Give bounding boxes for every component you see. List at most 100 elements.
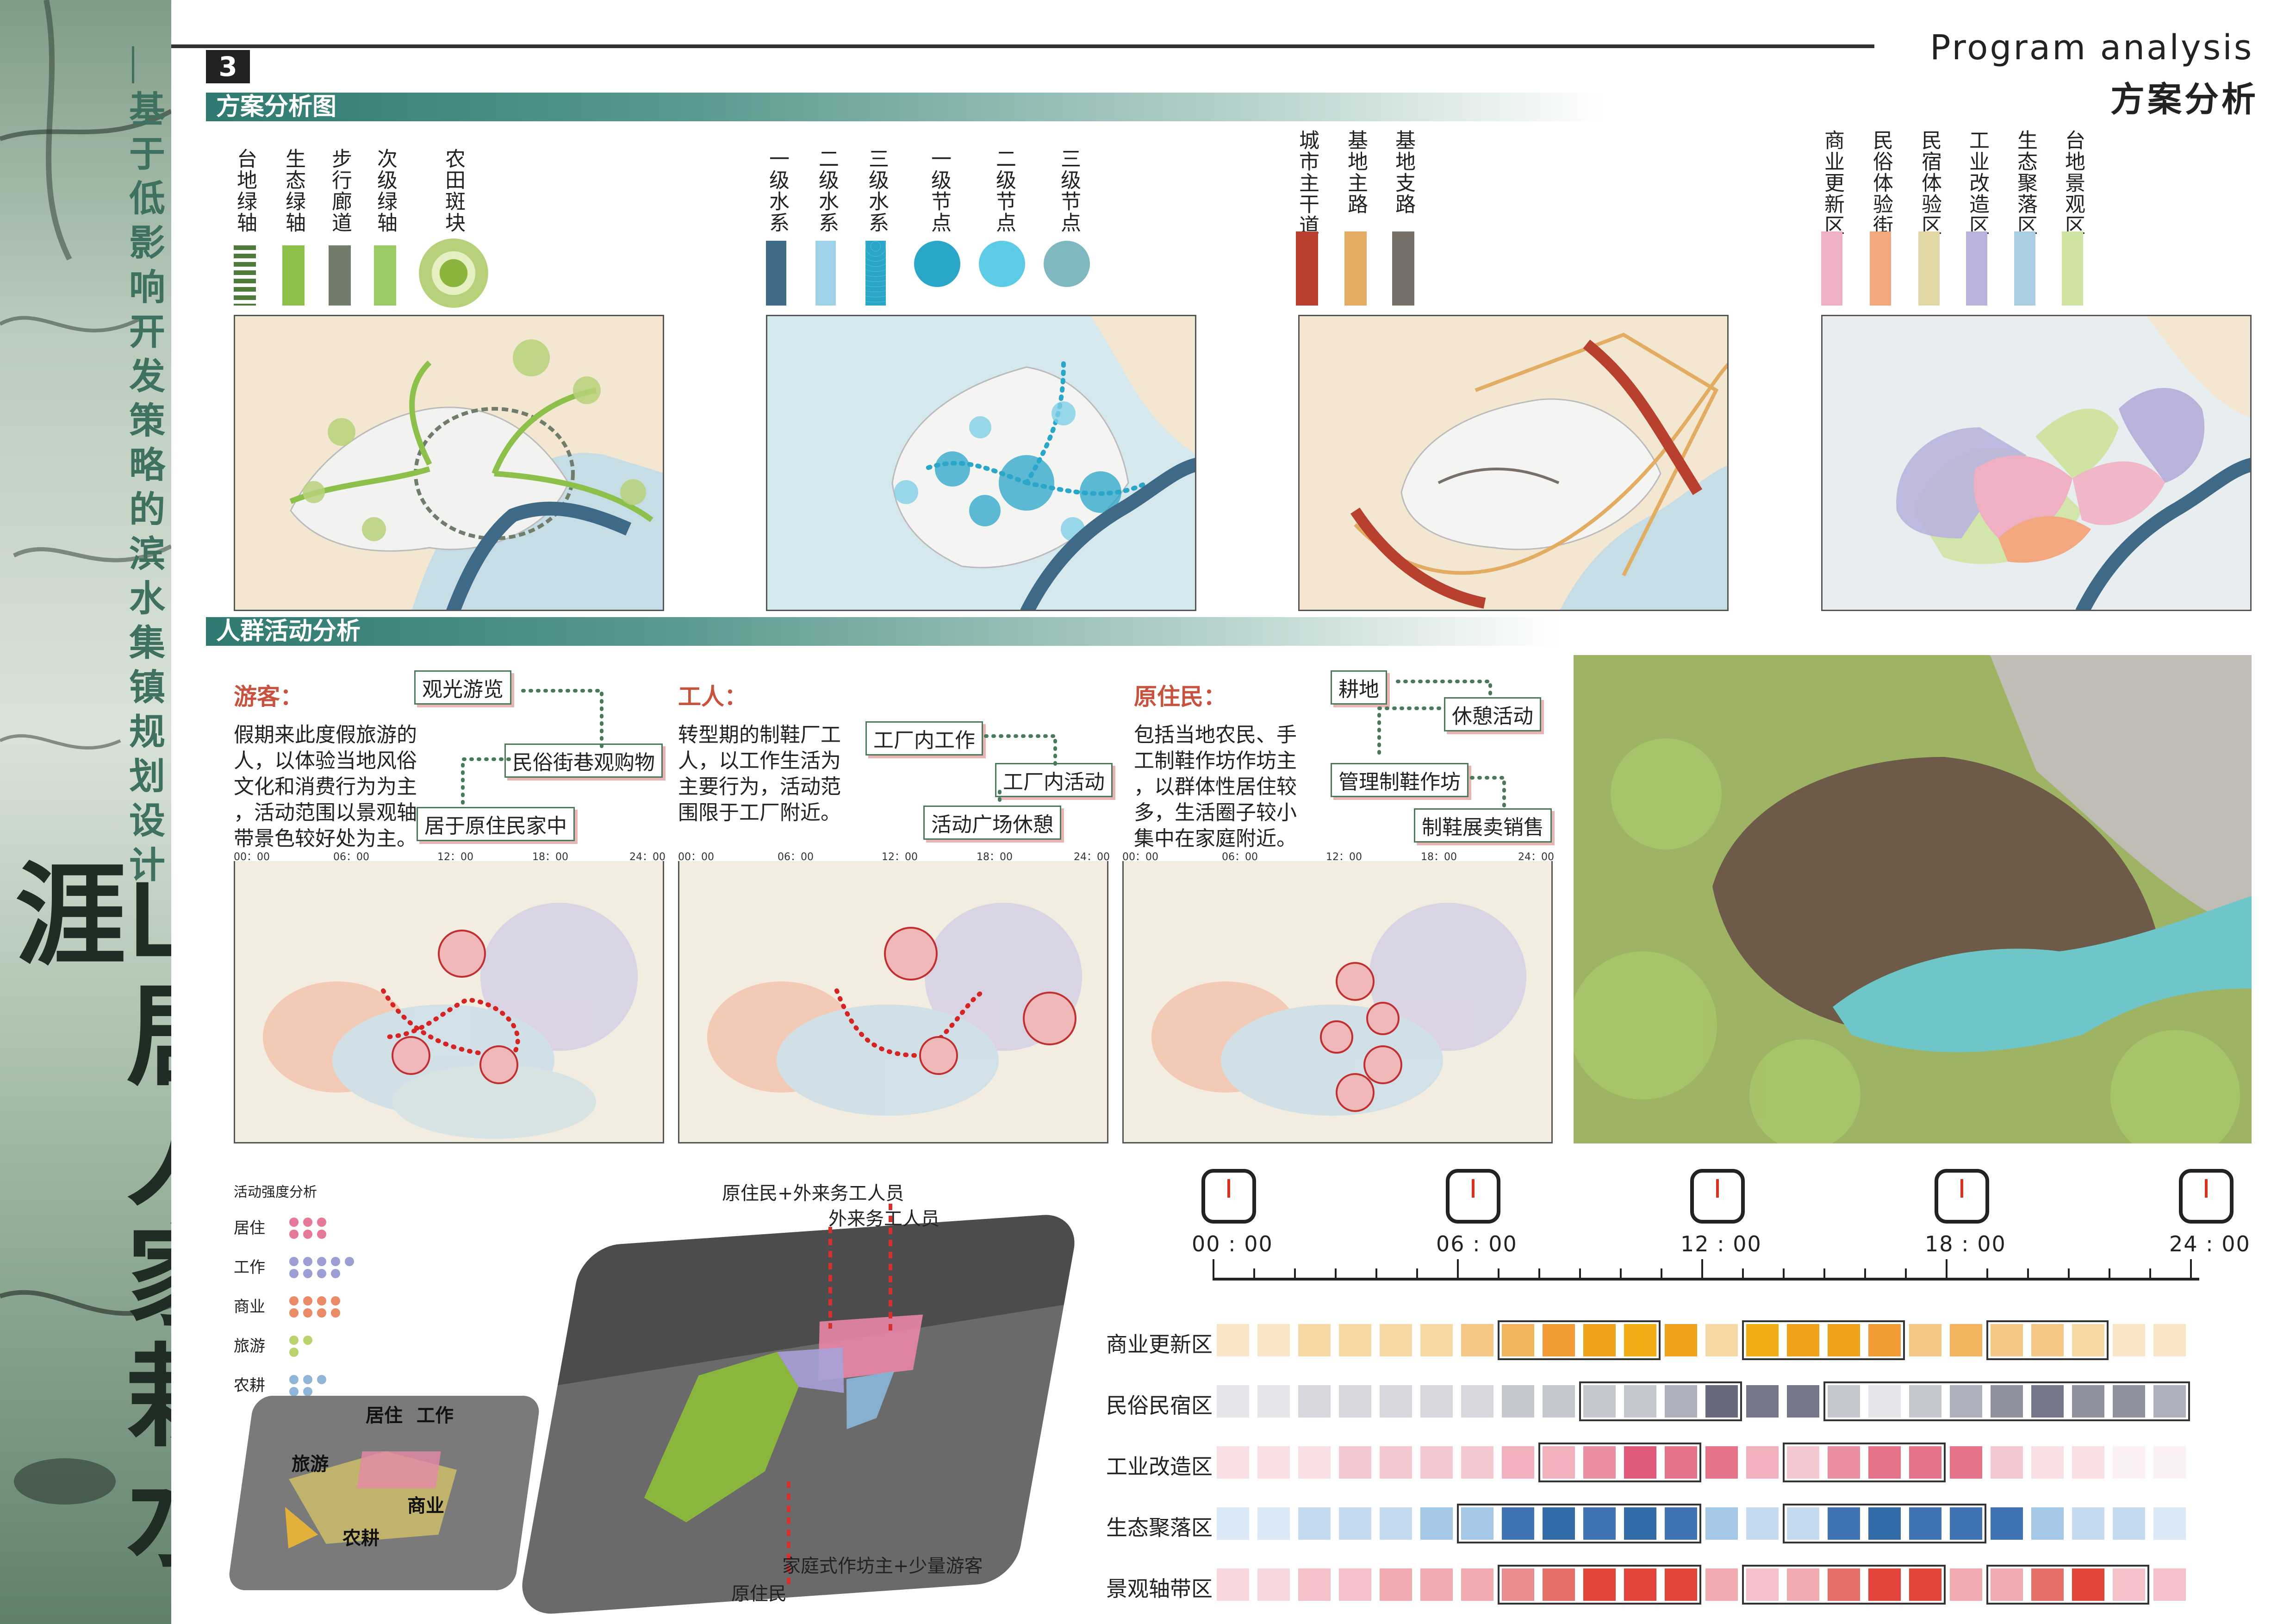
peak-highlight-box <box>1986 1320 2109 1360</box>
intensity-cell <box>1665 1446 1697 1479</box>
time-label: 12 : 00 <box>1680 1231 1762 1256</box>
activity-dot <box>331 1308 340 1318</box>
mini-tick: 06：00 <box>778 851 814 863</box>
mini-tick: 18：00 <box>977 851 1013 863</box>
aerial-label-bottom1: 家庭式作坊主+少量游客 <box>782 1555 983 1577</box>
intensity-cell <box>1583 1446 1616 1479</box>
legend-label: 基地支路 <box>1392 130 1415 215</box>
group-tourist-text: 假期来此度假旅游的 人，以体验当地风俗 文化和消费行为为主 ，活动范围以景观轴 带景色较… <box>234 723 417 850</box>
page-title-en: Program analysis <box>1930 28 2254 68</box>
peak-highlight-box <box>1498 1320 1661 1360</box>
intensity-cell <box>1746 1385 1779 1418</box>
mini-tick: 18：00 <box>532 851 568 863</box>
axis-tick <box>1823 1268 1825 1280</box>
activity-dot <box>303 1387 312 1396</box>
activity-dot <box>317 1296 326 1305</box>
activity-dot <box>317 1269 326 1278</box>
peak-highlight-box <box>1986 1565 2149 1605</box>
road-system-drawing <box>1350 332 1727 610</box>
activity-dot <box>317 1218 326 1227</box>
intensity-cell <box>1217 1446 1249 1479</box>
intensity-cell <box>1298 1324 1331 1356</box>
intensity-cell <box>1950 1446 1982 1479</box>
intensity-cell <box>1583 1324 1616 1356</box>
legend-label: 工业改造区 <box>1966 130 1989 236</box>
tag-sightseeing: 观光游览 <box>414 670 511 705</box>
legend-label: 一级水系 <box>765 148 789 233</box>
intensity-cell <box>1420 1507 1453 1540</box>
intensity-cell <box>1583 1568 1616 1601</box>
tag-farming: 耕地 <box>1331 670 1387 705</box>
page-title-cn: 方案分析 <box>2110 80 2259 119</box>
group-tourist-title: 游客： <box>234 683 303 710</box>
intensity-cell <box>2113 1507 2145 1540</box>
intensity-cell <box>1543 1568 1575 1601</box>
intensity-cell <box>1950 1568 1982 1601</box>
peak-highlight-box <box>1498 1565 1701 1605</box>
aerial-label-top2: 外来务工人员 <box>828 1208 940 1230</box>
legend-label: 基地主路 <box>1344 130 1368 215</box>
intensity-cell <box>1828 1324 1860 1356</box>
project-main-title: 山居人家栽水涯 <box>0 856 171 1579</box>
clock-icon <box>2179 1169 2234 1224</box>
axis-tick <box>1457 1259 1459 1280</box>
intensity-cell <box>2031 1568 2064 1601</box>
legend-label: 生态聚落区 <box>2014 130 2037 236</box>
tag-factory-work: 工厂内工作 <box>865 721 983 756</box>
intensity-cell <box>1217 1324 1249 1356</box>
activity-dot <box>317 1375 326 1384</box>
intensity-cell <box>1583 1385 1616 1418</box>
header-rule <box>171 44 1874 48</box>
axis-tick <box>1538 1268 1540 1280</box>
aerial-pointer-line <box>787 1481 790 1588</box>
activity-dot <box>289 1348 299 1357</box>
peak-highlight-box <box>1742 1320 1905 1360</box>
tag-connectors <box>1377 680 1506 807</box>
intensity-cell <box>1991 1385 2023 1418</box>
peak-highlight-box <box>1783 1504 1986 1543</box>
group-worker-text: 转型期的制鞋厂工 人，以工作生活为 主要行为，活动范 围限于工厂附近。 <box>678 723 841 824</box>
activity-dot <box>289 1336 299 1345</box>
activity-dot <box>289 1218 299 1227</box>
row-label: 生态聚落区 <box>1106 1515 1213 1540</box>
activity-dot <box>303 1230 312 1239</box>
intensity-cell <box>2153 1324 2186 1356</box>
axis-tick <box>2068 1268 2070 1280</box>
intensity-cell <box>2031 1324 2064 1356</box>
intensity-cell <box>1787 1568 1819 1601</box>
axis-tick <box>1742 1268 1744 1280</box>
legend-swatch <box>234 245 256 306</box>
intensity-cell <box>1420 1446 1453 1479</box>
intensity-cell <box>1583 1507 1616 1540</box>
legend-label: 商业更新区 <box>1821 130 1844 236</box>
intensity-cell <box>1339 1446 1371 1479</box>
activity-legend-label: 旅游 <box>234 1337 265 1355</box>
mini-tick: 12：00 <box>1326 851 1362 863</box>
masterplan-render <box>1574 655 2252 1143</box>
legend-label: 农田斑块 <box>442 148 465 233</box>
intensity-cell <box>2113 1568 2145 1601</box>
mini-tick: 00：00 <box>1122 851 1158 863</box>
tag-connectors <box>984 734 1057 807</box>
intensity-cell <box>1502 1507 1534 1540</box>
activity-legend-label: 居住 <box>234 1219 265 1237</box>
time-label: 24 : 00 <box>2169 1231 2251 1256</box>
axis-tick <box>1946 1259 1948 1280</box>
axis-tick <box>1213 1259 1214 1280</box>
intensity-cell <box>1339 1385 1371 1418</box>
green-system-drawing <box>289 339 663 610</box>
intensity-cell <box>1339 1568 1371 1601</box>
page-number: 3 <box>206 50 250 83</box>
intensity-cell <box>1461 1507 1493 1540</box>
mini-tick: 24：00 <box>1518 851 1554 863</box>
ink-branches-art <box>0 0 171 1505</box>
small-map-label-work: 工作 <box>417 1405 454 1426</box>
intensity-cell <box>1380 1507 1412 1540</box>
intensity-cell <box>1665 1568 1697 1601</box>
peak-highlight-box <box>1457 1504 1701 1543</box>
intensity-cell <box>1991 1324 2023 1356</box>
heatmap-resident-drawing <box>1151 903 1526 1116</box>
row-label: 景观轴带区 <box>1106 1576 1213 1601</box>
intensity-cell <box>1787 1385 1819 1418</box>
clock-icon <box>1201 1169 1256 1224</box>
